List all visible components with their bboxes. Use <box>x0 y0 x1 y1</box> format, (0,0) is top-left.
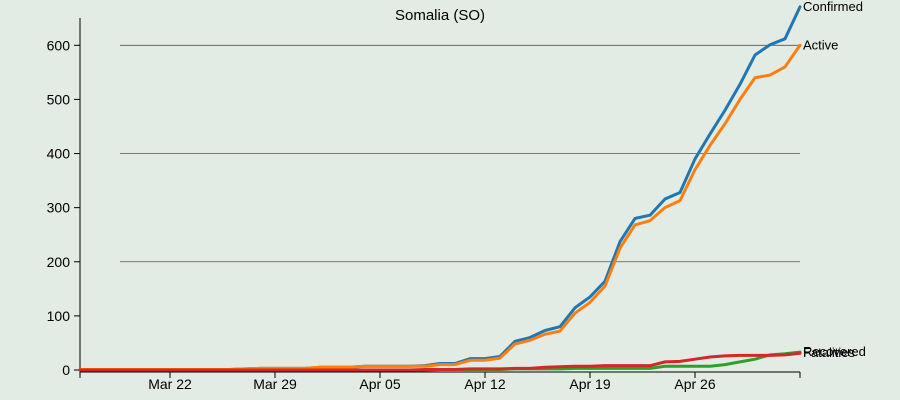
y-tick-label-400: 400 <box>47 146 71 162</box>
y-tick-label-200: 200 <box>47 254 71 270</box>
series-line-fatalities <box>78 351 802 372</box>
y-ticks: 0 100 200 300 400 500 600 <box>47 37 80 378</box>
series-label-fatalities: Fatalities <box>803 345 856 360</box>
x-tick-label-Apr 12: Apr 12 <box>464 376 505 392</box>
y-tick-label-600: 600 <box>47 37 71 53</box>
series-line-confirmed <box>78 5 802 371</box>
x-tick-label-Apr 26: Apr 26 <box>674 376 715 392</box>
series-line-active <box>78 43 802 371</box>
y-tick-label-100: 100 <box>47 308 71 324</box>
series-lines <box>78 5 802 372</box>
axes <box>79 18 800 373</box>
gridlines <box>120 44 800 263</box>
x-ticks: Mar 22 Mar 29 Apr 05 Apr 12 Apr 19 Apr 26 <box>79 372 801 392</box>
series-label-recovered: Recovered <box>803 344 866 359</box>
x-tick-label-Apr 05: Apr 05 <box>359 376 400 392</box>
series-label-confirmed: Confirmed <box>803 0 863 14</box>
x-tick-label-Mar 29: Mar 29 <box>253 376 297 392</box>
chart-title: Somalia (SO) <box>395 7 485 24</box>
y-tick-label-300: 300 <box>47 200 71 216</box>
x-tick-label-Mar 22: Mar 22 <box>148 376 192 392</box>
y-tick-label-500: 500 <box>47 91 71 107</box>
x-tick-label-Apr 19: Apr 19 <box>569 376 610 392</box>
series-label-active: Active <box>803 37 838 52</box>
y-tick-label-0: 0 <box>62 362 70 378</box>
